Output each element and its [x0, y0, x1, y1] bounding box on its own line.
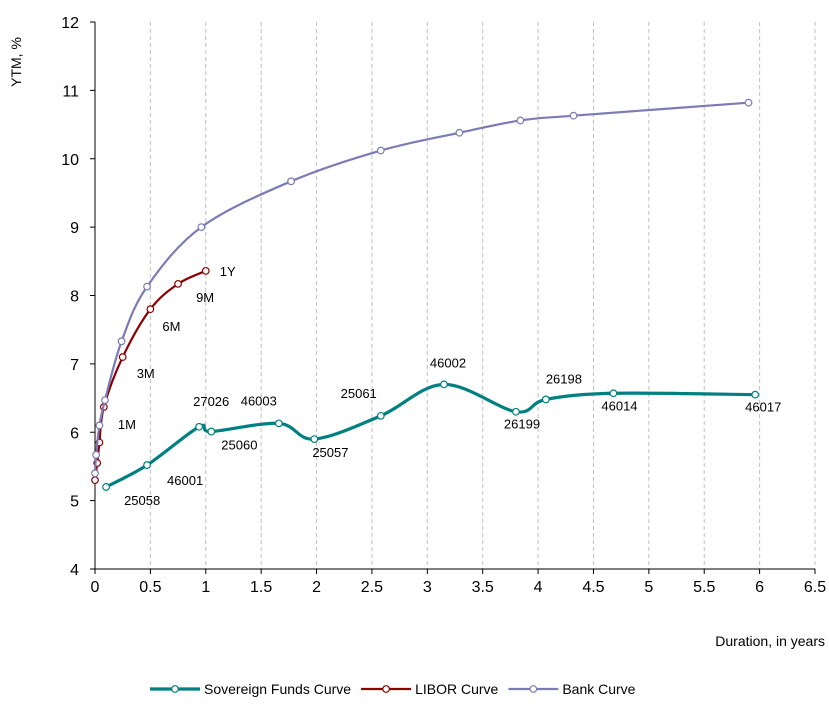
sovereign-funds-marker — [274, 419, 283, 428]
x-tick-label: 6.5 — [804, 579, 826, 596]
bank-marker — [91, 469, 99, 478]
sovereign-funds-marker — [143, 461, 151, 469]
point-label: 1Y — [220, 264, 236, 279]
point-label: 25060 — [221, 438, 257, 453]
bank-marker — [197, 223, 206, 232]
sovereign-funds-marker — [376, 411, 385, 420]
sovereign-funds-marker — [609, 389, 618, 398]
legend-label-libor: LIBOR Curve — [415, 681, 498, 697]
legend-marker-libor — [382, 685, 390, 693]
point-label: 6M — [162, 319, 180, 334]
x-tick-label: 0.5 — [139, 579, 161, 596]
x-tick-label: 3 — [423, 579, 432, 596]
y-tick-label: 7 — [70, 357, 79, 374]
x-tick-label: 2 — [312, 579, 321, 596]
point-label: 9M — [196, 290, 214, 305]
point-label: 27026 — [193, 394, 229, 409]
sovereign-funds-marker — [207, 427, 216, 436]
x-tick-label: 2.5 — [361, 579, 383, 596]
point-label: 46002 — [430, 355, 466, 370]
point-label: 3M — [137, 366, 155, 381]
bank-marker — [95, 421, 104, 430]
point-label: 46001 — [167, 473, 203, 488]
bank-marker — [117, 337, 126, 346]
x-tick-label: 4 — [534, 579, 543, 596]
sovereign-funds-marker — [102, 483, 110, 491]
y-tick-label: 9 — [70, 220, 79, 237]
bank-marker — [92, 450, 101, 459]
x-tick-label: 0 — [91, 579, 100, 596]
point-label: 25061 — [341, 386, 377, 401]
bank-marker — [744, 98, 753, 107]
bank-marker — [143, 282, 151, 291]
bank-marker — [569, 111, 578, 120]
legend-marker-bank — [529, 685, 538, 693]
sovereign-funds-marker — [751, 390, 760, 399]
bank-marker — [376, 146, 385, 155]
x-tick-label: 4.5 — [582, 579, 604, 596]
sovereign-funds-marker — [440, 380, 448, 389]
point-label: 25058 — [124, 493, 160, 508]
x-tick-label: 1.5 — [250, 579, 272, 596]
libor-marker — [146, 305, 155, 314]
point-label: 26198 — [546, 371, 582, 386]
legend: Sovereign Funds Curve LIBOR Curve Bank Cur… — [150, 681, 636, 697]
sovereign-funds-marker — [512, 407, 520, 416]
bank-line — [93, 101, 749, 474]
legend-marker-sovereign-funds — [171, 685, 179, 693]
y-tick-label: 5 — [70, 494, 79, 511]
y-tick-label: 6 — [70, 425, 79, 442]
x-axis-title: Duration, in years — [715, 633, 825, 649]
series-group — [91, 98, 760, 491]
point-label: 46014 — [601, 398, 637, 413]
point-label: 26199 — [504, 417, 540, 432]
y-tick-label: 12 — [61, 15, 79, 32]
libor-marker — [118, 353, 127, 361]
y-tick-label: 11 — [62, 83, 79, 100]
sovereign-funds-marker — [310, 435, 319, 443]
point-label: 46017 — [745, 400, 781, 415]
sovereign-funds-marker — [195, 422, 204, 431]
bank-marker — [287, 177, 295, 186]
y-tick-label: 4 — [70, 562, 79, 579]
bank-marker — [101, 396, 109, 405]
y-axis-title: YTM, % — [8, 37, 24, 87]
x-tick-label: 3.5 — [472, 579, 494, 596]
bank-marker — [516, 116, 525, 125]
libor-marker — [91, 476, 99, 485]
x-tick-label: 1 — [201, 579, 210, 596]
y-tick-label: 10 — [61, 152, 79, 169]
legend-label-sovereign-funds: Sovereign Funds Curve — [204, 681, 351, 697]
point-label: 46003 — [241, 393, 277, 408]
x-tick-label: 5 — [644, 579, 653, 596]
point-label: 25057 — [312, 445, 348, 460]
bank-marker — [455, 128, 464, 137]
point-label: 1M — [118, 417, 136, 432]
grid-lines — [149, 22, 816, 569]
x-tick-label: 6 — [755, 579, 764, 596]
libor-marker — [201, 266, 210, 275]
axes: 0 0.5 1 1.5 2 2.5 3 3.5 4 4.5 5 5.5 6 6.5 4 5 6 7 8 9 10 11 12 — [61, 15, 826, 596]
point-labels: 25058 46001 27026 25060 46003 25057 25061 46002… — [118, 264, 781, 508]
libor-marker — [174, 279, 182, 288]
sovereign-funds-marker — [541, 395, 550, 404]
x-tick-label: 5.5 — [693, 579, 715, 596]
y-tick-label: 8 — [70, 289, 79, 306]
legend-label-bank: Bank Curve — [562, 681, 635, 697]
